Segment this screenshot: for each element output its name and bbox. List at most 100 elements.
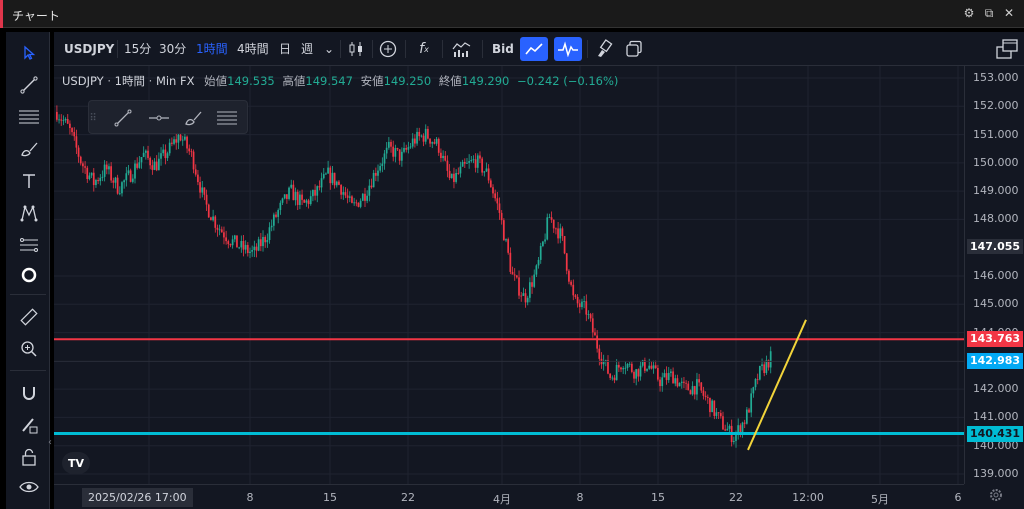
candle-body xyxy=(374,172,377,176)
candle-body xyxy=(463,161,466,164)
settings-gear-icon[interactable] xyxy=(988,487,1008,507)
legend-high-label: 高値 xyxy=(282,74,306,88)
candle-body xyxy=(583,301,585,303)
multi-window-icon[interactable] xyxy=(992,37,1022,61)
candle-body xyxy=(440,152,442,159)
candle-body xyxy=(147,150,149,158)
drag-handle-icon[interactable]: ⠿ xyxy=(89,112,97,124)
candle-body xyxy=(212,216,214,221)
lock-pencil-icon[interactable] xyxy=(16,412,42,438)
candle-body xyxy=(244,244,247,250)
candle-body xyxy=(105,164,108,170)
eye-icon[interactable] xyxy=(16,474,42,500)
symbol-button[interactable]: USDJPY xyxy=(64,42,115,56)
indicators-icon[interactable] xyxy=(450,37,474,61)
circle-icon[interactable] xyxy=(16,262,42,288)
candle-body xyxy=(468,161,470,163)
candle-body xyxy=(312,189,314,197)
brush-icon[interactable] xyxy=(16,136,42,162)
candle-body xyxy=(205,194,208,205)
candle-body xyxy=(257,239,260,251)
candle-body xyxy=(587,314,590,316)
candle-body xyxy=(190,151,193,153)
collapse-arrow-icon[interactable]: ‹ xyxy=(48,437,52,448)
price-source-button[interactable]: Bid xyxy=(492,42,514,56)
interval-1h[interactable]: 1時間 xyxy=(196,42,228,56)
candle-body xyxy=(138,162,141,168)
lock-icon[interactable] xyxy=(16,444,42,470)
candle-body xyxy=(555,228,557,230)
candle-body xyxy=(214,216,217,228)
candle-body xyxy=(670,371,672,373)
candle-body xyxy=(424,128,427,142)
fib-icon[interactable] xyxy=(16,232,42,258)
candle-body xyxy=(294,191,297,201)
interval-30m[interactable]: 30分 xyxy=(159,42,187,56)
add-indicator-icon[interactable] xyxy=(376,37,400,61)
candle-body xyxy=(752,387,755,394)
trendline-icon[interactable] xyxy=(109,105,137,131)
candle-body xyxy=(390,141,392,147)
candle-body xyxy=(253,246,256,251)
popout-icon[interactable]: ⧉ xyxy=(984,6,994,20)
horizontal-lines-icon[interactable] xyxy=(16,104,42,130)
candle-body xyxy=(533,274,536,287)
candle-body xyxy=(140,157,143,163)
horizontal-ray-icon[interactable] xyxy=(145,105,173,131)
candle-body xyxy=(351,196,353,203)
candle-body xyxy=(715,412,718,416)
candle-body xyxy=(103,164,106,177)
candle-body xyxy=(131,178,134,182)
candle-body xyxy=(700,382,703,391)
lines-icon[interactable] xyxy=(213,105,241,131)
line-chart-icon[interactable] xyxy=(520,37,548,61)
brush-icon[interactable] xyxy=(179,105,207,131)
candle-body xyxy=(737,425,740,434)
interval-week[interactable]: 週 xyxy=(301,42,314,56)
candle-body xyxy=(411,138,414,147)
pulse-chart-icon[interactable] xyxy=(554,37,582,61)
time-axis[interactable]: 2025/02/26 17:00 8 15 22 4月 8 15 22 12:00 5月 6 xyxy=(54,484,964,509)
interval-15m[interactable]: 15分 xyxy=(124,42,152,56)
candle-body xyxy=(181,139,184,141)
text-icon[interactable] xyxy=(16,168,42,194)
candle-body xyxy=(693,386,696,395)
candle-body xyxy=(151,165,154,170)
candle-body xyxy=(290,184,293,188)
price-tick: 141.000 xyxy=(973,410,1019,424)
trendline-icon[interactable] xyxy=(16,72,42,98)
candle-body xyxy=(743,422,746,424)
candles-icon[interactable] xyxy=(344,37,368,61)
ruler-icon[interactable] xyxy=(16,304,42,330)
candle-body xyxy=(706,396,709,398)
legend-symbol: USDJPY xyxy=(62,74,104,88)
price-tick: 153.000 xyxy=(973,71,1019,84)
paint-brush-icon[interactable] xyxy=(592,37,616,61)
magnet-icon[interactable] xyxy=(16,380,42,406)
candle-body xyxy=(698,379,700,383)
zoom-icon[interactable] xyxy=(16,336,42,362)
candle-body xyxy=(639,365,642,377)
price-axis[interactable]: 153.000 152.000 151.000 150.000 149.000 148.0… xyxy=(964,66,1024,484)
candle-body xyxy=(674,378,677,384)
gear-icon[interactable]: ⚙ xyxy=(963,6,975,20)
layout-icon[interactable] xyxy=(622,37,646,61)
legend-broker: Min FX xyxy=(155,74,195,88)
candle-body xyxy=(422,135,425,142)
interval-dropdown-icon[interactable]: ⌄ xyxy=(324,42,335,56)
candle-body xyxy=(236,235,238,248)
cursor-icon[interactable] xyxy=(16,40,42,66)
close-icon[interactable]: ✕ xyxy=(1003,6,1015,20)
candle-body xyxy=(509,252,512,272)
candle-body xyxy=(613,377,616,381)
candle-body xyxy=(563,236,566,254)
candle-body xyxy=(125,173,128,181)
price-plot[interactable] xyxy=(54,66,964,484)
candle-body xyxy=(238,247,240,249)
interval-day[interactable]: 日 xyxy=(279,42,292,56)
interval-4h[interactable]: 4時間 xyxy=(237,42,269,56)
chart-panel[interactable]: USDJPY · 1時間 · Min FX 始値149.535 高値149.54… xyxy=(48,66,1024,509)
candle-body xyxy=(370,185,373,188)
pattern-icon[interactable] xyxy=(16,200,42,226)
